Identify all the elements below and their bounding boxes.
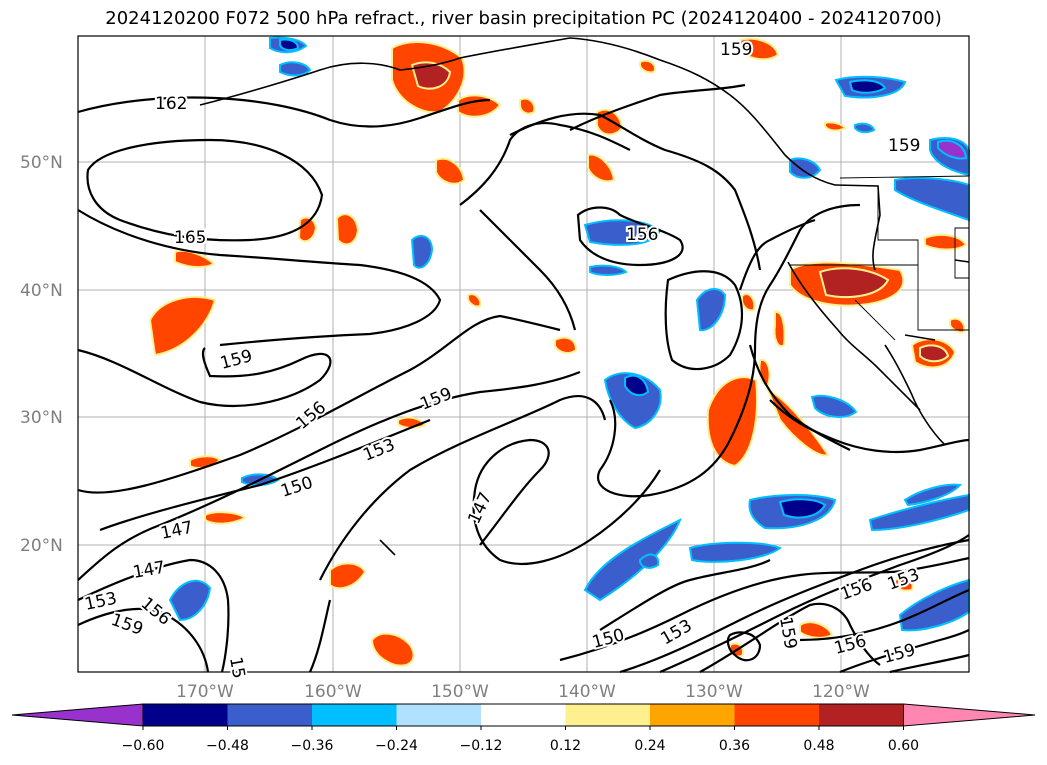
colorbar-tick-label: 0.48 (803, 738, 834, 754)
lon-label: 150°W (431, 682, 489, 702)
contour-label: 159 (720, 40, 752, 60)
lat-label: 50°N (20, 153, 63, 173)
colorbar-extend-high (903, 703, 1036, 727)
colorbar-segment (819, 704, 904, 726)
colorbar-tick-label: 0.12 (550, 738, 581, 754)
lat-label: 20°N (20, 536, 63, 556)
longitude-labels: 170°W 160°W 150°W 140°W 130°W 120°W (176, 682, 870, 702)
coastlines (199, 37, 970, 556)
borders (790, 175, 970, 341)
colorbar-tick-label: −0.24 (375, 738, 418, 754)
colorbar-segment (734, 704, 820, 726)
colorbar-tick-label: −0.36 (291, 738, 334, 754)
colorbar-tick-label: 0.60 (888, 738, 919, 754)
colorbar-extend-low (11, 703, 144, 727)
contour-label: 15 (225, 655, 248, 680)
lat-label: 40°N (20, 281, 63, 301)
lon-label: 120°W (812, 682, 870, 702)
colorbar-segment (312, 704, 397, 726)
contour-label: 162 (155, 94, 187, 114)
colorbar-segment (565, 704, 651, 726)
contour-label: 165 (174, 228, 206, 248)
map-title: 2024120200 F072 500 hPa refract., river … (105, 8, 942, 29)
map-panel (77, 35, 970, 674)
contour-label: 159 (888, 136, 920, 156)
lon-label: 140°W (558, 682, 616, 702)
colorbar-segment (396, 704, 482, 726)
lon-label: 160°W (304, 682, 362, 702)
colorbar-tick-label: 0.36 (719, 738, 750, 754)
colorbar-tick-label: −0.12 (460, 738, 503, 754)
lat-label: 30°N (20, 408, 63, 428)
negative-shading (168, 36, 970, 632)
colorbar-tick-label: −0.48 (206, 738, 249, 754)
colorbar-tick-label: 0.24 (634, 738, 665, 754)
contour-label: 156 (626, 225, 658, 245)
refractivity-contours (77, 83, 970, 674)
colorbar-segment (227, 704, 313, 726)
colorbar-segment (143, 704, 228, 726)
colorbar-segment (650, 704, 735, 726)
colorbar-segment (481, 704, 566, 726)
lon-label: 170°W (176, 682, 234, 702)
colorbar-tick-label: −0.60 (122, 738, 165, 754)
positive-shading (148, 37, 968, 667)
colorbar: −0.60 −0.48 −0.36 −0.24 −0.12 0.12 0.24 0.36 0.4… (11, 703, 1036, 754)
lon-label: 130°W (685, 682, 743, 702)
latitude-labels: 50°N 40°N 30°N 20°N (20, 153, 63, 556)
